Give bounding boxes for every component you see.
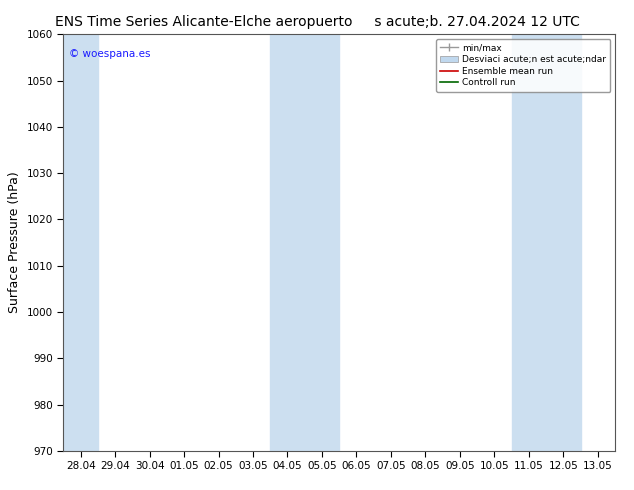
Bar	[512, 34, 581, 451]
Bar	[63, 34, 98, 451]
Y-axis label: Surface Pressure (hPa): Surface Pressure (hPa)	[8, 172, 21, 314]
Text: © woespana.es: © woespana.es	[69, 49, 150, 59]
Legend: min/max, Desviaci acute;n est acute;ndar, Ensemble mean run, Controll run: min/max, Desviaci acute;n est acute;ndar…	[436, 39, 611, 92]
Text: ENS Time Series Alicante-Elche aeropuerto     s acute;b. 27.04.2024 12 UTC: ENS Time Series Alicante-Elche aeropuert…	[55, 15, 579, 29]
Bar	[270, 34, 339, 451]
